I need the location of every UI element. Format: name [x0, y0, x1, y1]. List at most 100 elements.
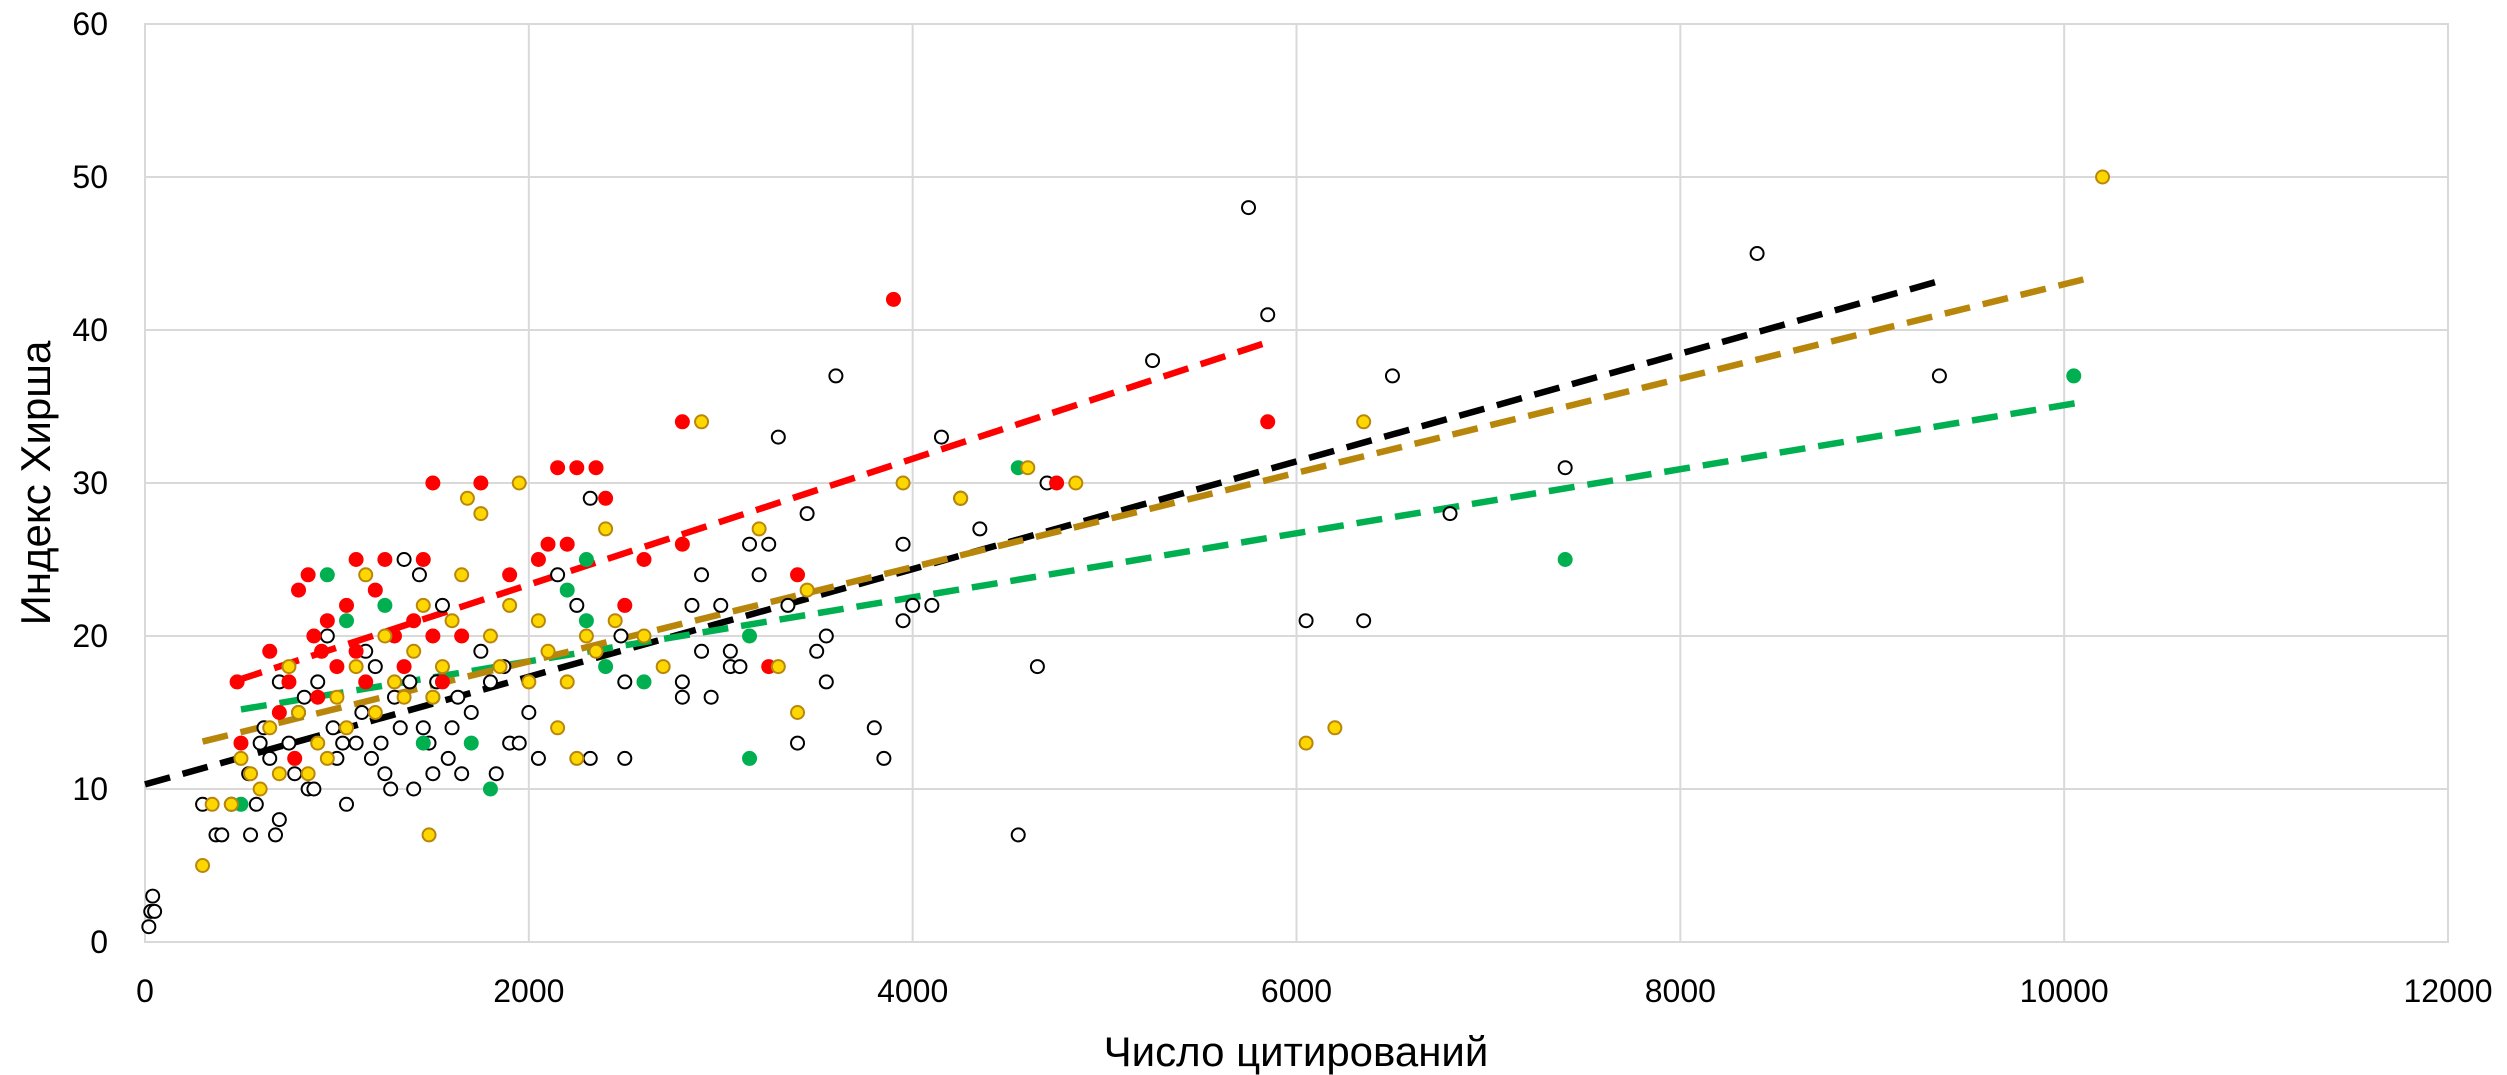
data-point: [306, 628, 322, 644]
data-point: [521, 674, 537, 690]
data-point: [674, 536, 690, 552]
data-point: [780, 597, 796, 613]
data-point: [530, 750, 546, 766]
data-point: [454, 567, 470, 583]
data-point: [790, 567, 806, 583]
data-point: [636, 628, 652, 644]
data-point: [2066, 368, 2082, 384]
data-point: [425, 766, 441, 782]
data-point: [367, 659, 383, 675]
y-tick-label: 40: [72, 312, 108, 348]
data-point: [674, 689, 690, 705]
data-point: [588, 643, 604, 659]
data-point: [262, 720, 278, 736]
data-point: [396, 659, 412, 675]
data-point: [473, 506, 489, 522]
data-point: [818, 674, 834, 690]
data-point: [358, 567, 374, 583]
data-point: [271, 705, 287, 720]
data-point: [310, 674, 326, 690]
data-point: [383, 781, 399, 797]
x-tick-label: 0: [136, 973, 154, 1009]
data-point: [406, 613, 422, 629]
data-point: [482, 674, 498, 690]
data-point: [1020, 460, 1036, 476]
data-point: [335, 735, 351, 751]
data-point: [953, 490, 969, 506]
data-point: [473, 475, 489, 491]
data-point: [1068, 475, 1084, 491]
data-point: [1241, 200, 1257, 216]
data-point: [1749, 246, 1765, 261]
data-point: [617, 597, 633, 613]
data-point: [828, 368, 844, 384]
data-point: [617, 750, 633, 766]
data-point: [415, 720, 431, 736]
data-point: [444, 613, 460, 629]
data-point: [578, 628, 594, 644]
y-tick-label: 0: [90, 924, 108, 960]
data-point: [636, 674, 652, 690]
data-point: [895, 613, 911, 629]
data-point: [488, 766, 504, 782]
data-point: [569, 750, 585, 766]
data-point: [377, 766, 393, 782]
data-point: [306, 781, 322, 797]
data-point: [377, 552, 393, 567]
data-point: [770, 659, 786, 675]
data-point: [905, 597, 921, 613]
data-point: [582, 490, 598, 506]
data-point: [444, 720, 460, 736]
x-axis-title: Число цитирований: [1104, 1028, 1489, 1075]
data-point: [229, 674, 245, 690]
data-point: [598, 490, 614, 506]
data-point: [396, 689, 412, 705]
data-point: [482, 628, 498, 644]
data-point: [454, 628, 470, 644]
data-point: [713, 597, 729, 613]
data-point: [434, 659, 450, 675]
data-point: [550, 460, 566, 476]
data-point: [262, 643, 278, 659]
data-point: [425, 689, 441, 705]
data-point: [550, 720, 566, 736]
data-point: [530, 613, 546, 629]
data-point: [540, 643, 556, 659]
data-point: [809, 643, 825, 659]
data-point: [287, 750, 303, 766]
data-point: [141, 919, 157, 935]
data-point: [1260, 307, 1276, 323]
y-axis-title: Индекс Хирша: [12, 340, 59, 625]
data-point: [411, 567, 427, 583]
data-point: [742, 750, 758, 766]
data-point: [463, 705, 479, 720]
data-point: [732, 659, 748, 675]
data-point: [1010, 827, 1026, 843]
data-point: [895, 475, 911, 491]
x-tick-label: 10000: [2020, 973, 2109, 1009]
data-point: [147, 903, 163, 919]
x-tick-label: 12000: [2404, 973, 2493, 1009]
data-point: [348, 643, 364, 659]
data-point: [440, 750, 456, 766]
data-point: [415, 552, 431, 567]
data-point: [367, 582, 383, 598]
data-point: [674, 414, 690, 430]
data-point: [588, 460, 604, 476]
data-point: [271, 766, 287, 782]
data-point: [296, 689, 312, 705]
data-point: [1298, 735, 1314, 751]
data-point: [866, 720, 882, 736]
data-point: [314, 643, 330, 659]
data-point: [473, 643, 489, 659]
data-point: [310, 689, 326, 705]
data-point: [492, 659, 508, 675]
data-point: [511, 475, 527, 491]
data-point: [348, 735, 364, 751]
data-point: [1260, 414, 1276, 430]
data-point: [243, 766, 259, 782]
y-tick-label: 30: [72, 465, 108, 501]
data-point: [223, 796, 239, 812]
tick-labels: 0 10 20 30 40 50 60 0 2000 4000 6000 8000 10000 12000: [72, 6, 2492, 1009]
data-point: [339, 720, 355, 736]
